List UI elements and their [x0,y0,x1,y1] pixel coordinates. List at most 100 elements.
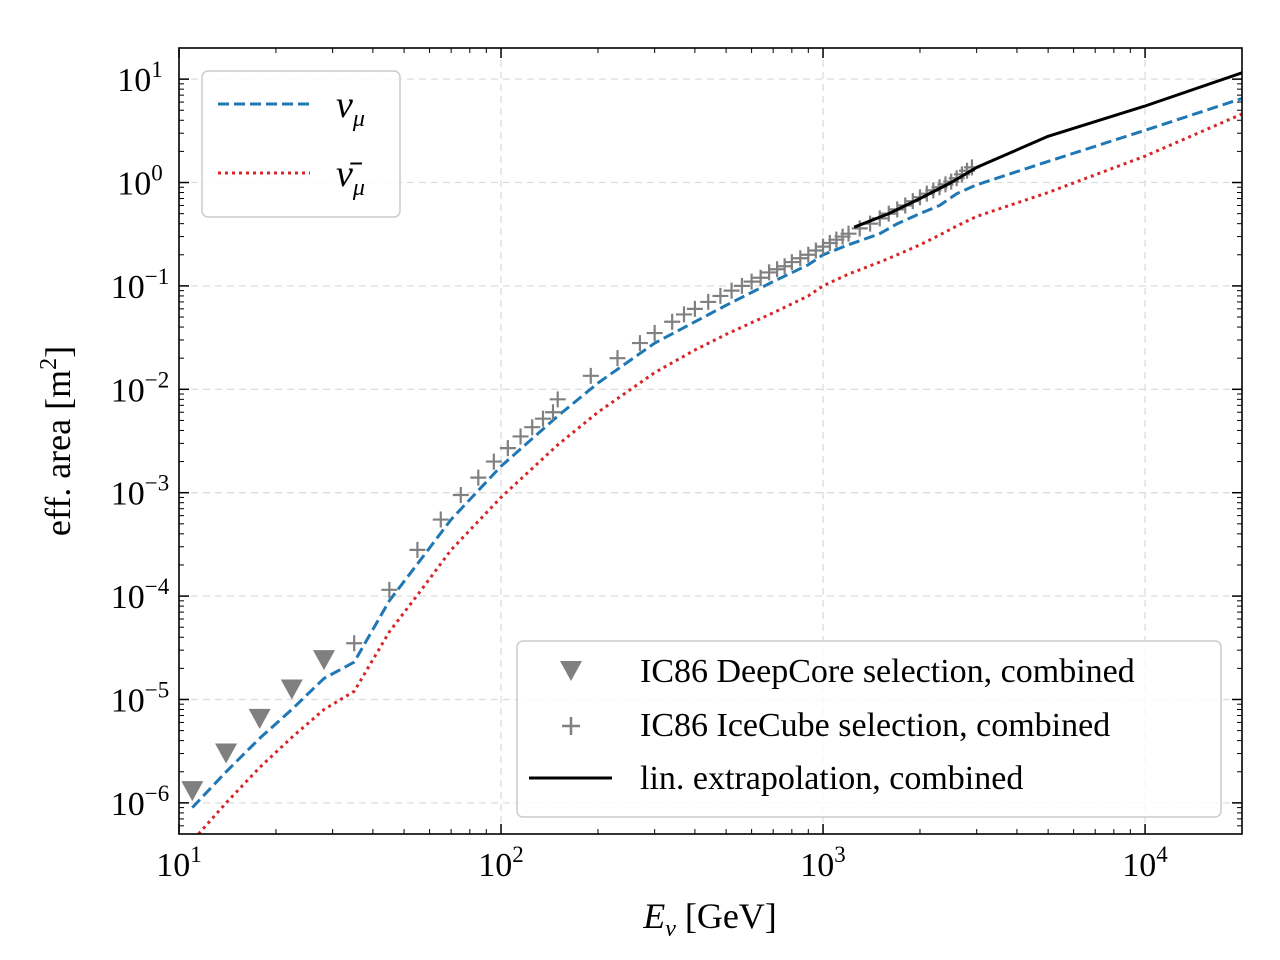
y-tick-label: 101 [117,57,163,99]
ticks [178,47,1243,835]
x-tick-label: 103 [800,842,846,884]
point-icecube [524,419,541,436]
y-tick-label-base: 10 [111,269,145,306]
point-icecube [646,325,663,342]
legend-label-nubar-mu-sub: μ [352,175,365,201]
x-tick-label: 101 [156,842,202,884]
y-tick-label-base: 10 [111,786,145,823]
point-icecube [769,261,786,278]
y-tick-label: 10−6 [111,781,169,823]
point-icecube [346,635,363,652]
point-icecube [664,313,681,330]
y-axis-label-sup: 2 [36,358,62,370]
series-line-extrapolation [853,71,1242,229]
point-icecube [733,277,750,294]
point-icecube [743,273,760,290]
x-tick-label-base: 10 [1122,847,1156,884]
x-tick-label-exp: 2 [512,842,524,867]
series-line-nu_mu [191,97,1242,809]
y-tick-label-exp: 1 [151,57,163,82]
x-tick-label-exp: 4 [1156,842,1168,867]
y-tick-label: 10−2 [111,367,169,409]
point-icecube [582,367,599,384]
series-line-nubar_mu [197,112,1242,834]
y-tick-label-base: 10 [111,372,145,409]
y-tick-label-exp: −1 [145,264,169,289]
point-icecube [686,300,703,317]
y-tick-label-base: 10 [117,62,151,99]
x-tick-label: 104 [1122,842,1168,884]
y-tick-label: 10−5 [111,677,169,719]
x-tick-label-base: 10 [800,847,834,884]
point-icecube [409,541,426,558]
x-axis-label-sub: ν [665,916,676,942]
tick-labels: 101 102 103 10410−610−510−410−310−210−11001… [111,57,1169,884]
point-deepcore [181,781,204,802]
point-icecube [792,250,809,267]
point-icecube [381,581,398,598]
y-tick-label: 100 [117,161,163,203]
point-icecube [776,258,793,275]
x-tick-label-exp: 3 [834,842,846,867]
y-tick-label-exp: −6 [145,781,169,806]
y-axis-label-text: eff. area [m [38,370,78,536]
point-icecube [851,220,868,237]
point-icecube [712,287,729,304]
point-icecube [452,487,469,503]
point-icecube [821,235,838,252]
y-tick-label: 10−3 [111,471,169,513]
point-icecube [840,225,857,242]
x-axis-label: Eν [GeV] [642,896,777,942]
legend-marker-icecube-icon [562,717,580,735]
x-tick-label: 102 [478,842,524,884]
point-icecube [499,440,516,457]
point-icecube [783,254,800,271]
legend-bottom-right: IC86 DeepCore selection, combined IC86 I… [516,640,1222,818]
legend-top-left-box [201,70,401,218]
x-axis-label-var: E [642,896,665,936]
point-icecube [609,350,626,367]
point-icecube [675,306,692,323]
legend-label-nu-mu-sub: μ [352,106,365,132]
x-axis-label-unit: [GeV] [676,896,777,936]
point-icecube [544,404,561,421]
point-icecube [432,511,449,528]
y-tick-label: 10−4 [111,574,170,616]
point-deepcore [280,679,303,700]
y-tick-label-exp: −5 [145,677,169,702]
point-icecube [470,469,487,486]
point-icecube [700,293,717,310]
legend-label-extrapolation: lin. extrapolation, combined [640,760,1023,797]
y-tick-label-exp: −4 [145,574,170,599]
x-tick-label-base: 10 [156,847,190,884]
legend-bottom-right-box [516,640,1222,818]
legend-marker-deepcore-icon [560,661,582,681]
y-tick-label-base: 10 [111,476,145,513]
legend-label-deepcore: IC86 DeepCore selection, combined [640,653,1135,690]
legend-label-icecube: IC86 IceCube selection, combined [640,707,1110,744]
point-icecube [815,238,832,255]
y-tick-label-base: 10 [117,166,151,203]
series-layer [181,71,1242,834]
y-tick-label-base: 10 [111,682,145,719]
point-icecube [761,264,778,281]
point-icecube [485,453,502,470]
point-icecube [752,269,769,286]
x-tick-label-base: 10 [478,847,512,884]
point-deepcore [312,650,335,671]
point-deepcore [248,708,271,729]
y-tick-label-base: 10 [111,579,145,616]
y-tick-label-exp: 0 [151,161,163,186]
y-tick-label-exp: −3 [145,471,169,496]
point-icecube [534,410,551,427]
y-axis-label-end: ] [38,346,78,358]
legend-top-left: νμ ν̄μ [201,70,401,218]
point-icecube [549,391,566,408]
point-icecube [512,428,529,445]
point-icecube [631,335,648,352]
plot-frame [178,47,1243,835]
y-axis-label: eff. area [m2] [36,346,78,536]
x-tick-label-exp: 1 [190,842,202,867]
y-tick-label: 10−1 [111,264,169,306]
